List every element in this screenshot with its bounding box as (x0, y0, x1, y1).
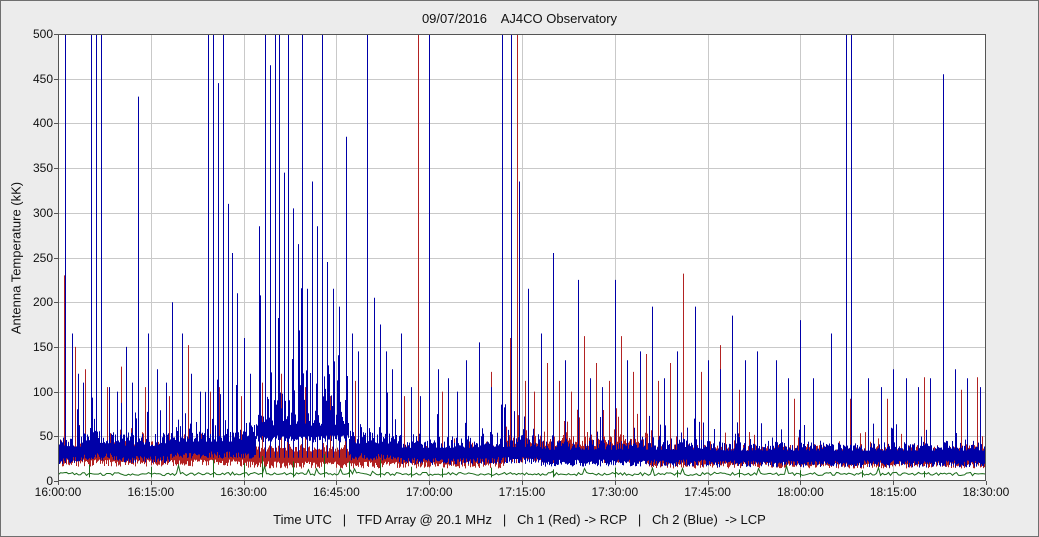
y-tick-label: 0 (46, 474, 53, 488)
y-tick-label: 350 (32, 161, 53, 176)
y-tick-label: 50 (39, 429, 53, 444)
x-tick-label: 16:30:00 (220, 485, 267, 499)
y-tick-label: 100 (32, 384, 53, 399)
x-tick-label: 17:15:00 (498, 485, 546, 499)
y-tick-label: 400 (32, 116, 53, 131)
x-axis-caption: Time UTC | TFD Array @ 20.1 MHz | Ch 1 (… (273, 512, 766, 527)
x-tick-label: 17:30:00 (591, 485, 639, 499)
y-tick-label: 150 (32, 339, 53, 354)
x-tick-label: 16:00:00 (34, 485, 82, 499)
chart-title: 09/07/2016 AJ4CO Observatory (421, 11, 618, 26)
y-tick-label: 300 (32, 205, 53, 220)
x-tick-label: 17:00:00 (405, 485, 453, 499)
x-tick-label: 18:00:00 (777, 485, 824, 499)
y-tick-label: 450 (32, 71, 53, 86)
y-tick-label: 200 (32, 295, 53, 310)
y-tick-label: 250 (32, 250, 53, 265)
x-tick-label: 17:45:00 (684, 485, 731, 499)
x-tick-label: 18:30:00 (962, 485, 1010, 499)
y-tick-label: 500 (32, 27, 53, 41)
x-tick-label: 16:15:00 (127, 485, 175, 499)
x-tick-label: 18:15:00 (869, 485, 917, 499)
x-tick-label: 16:45:00 (313, 485, 360, 499)
